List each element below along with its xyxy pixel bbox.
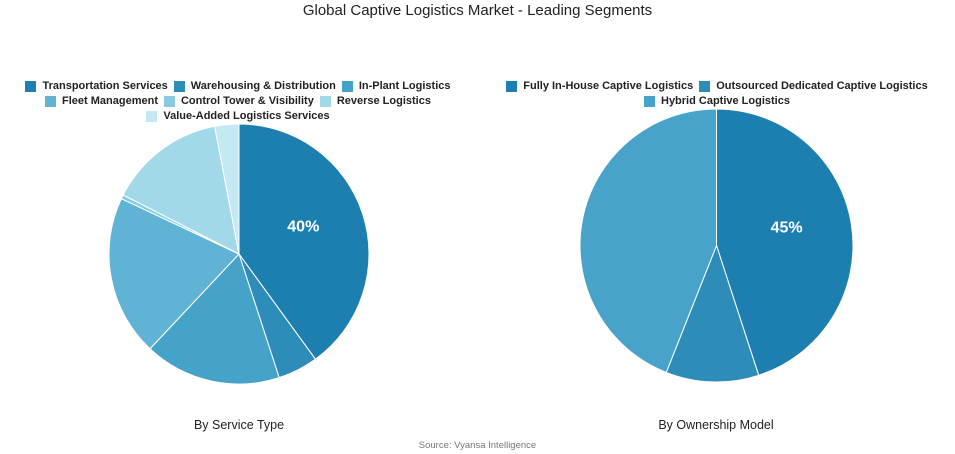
legend-swatch	[506, 81, 518, 92]
pie-slice-in-plant-logistics	[149, 253, 280, 385]
legend-label: Hybrid Captive Logistics	[661, 95, 790, 107]
legend-item-in-plant-logistics: In-Plant Logistics	[341, 80, 451, 93]
legend-item-control-tower-and-visibility: Control Tower & Visibility	[163, 95, 314, 108]
chart-title: Global Captive Logistics Market - Leadin…	[302, 2, 653, 19]
legend-swatch	[341, 81, 353, 92]
pie-slice-reverse-logistics	[122, 125, 240, 255]
legend-service-type: Transportation Services Warehousing & Dis…	[10, 80, 466, 123]
pie-slice-outsourced-dedicated-captive-logistics	[665, 244, 760, 383]
pie-chart-ownership-model: 45%	[579, 108, 854, 383]
subtitle-service-type: By Service Type	[193, 418, 285, 432]
legend-item-fleet-management: Fleet Management	[45, 95, 158, 108]
legend-swatch	[644, 96, 655, 107]
legend-item-reverse-logistics: Reverse Logistics	[319, 95, 431, 108]
pie-chart-service-type: 40%	[108, 123, 370, 385]
legend-swatch	[45, 96, 57, 107]
legend-item-hybrid-captive-logistics: Hybrid Captive Logistics	[644, 95, 790, 108]
legend-item-outsourced-dedicated-captive-logistics: Outsourced Dedicated Captive Logistics	[699, 80, 928, 93]
legend-swatch	[699, 81, 711, 92]
legend-item-value-added-logistics-services: Value-Added Logistics Services	[146, 110, 330, 123]
legend-label: Fleet Management	[62, 95, 158, 107]
legend-label: Outsourced Dedicated Captive Logistics	[716, 80, 928, 92]
pie-slice-value-added-logistics-services	[214, 123, 240, 255]
legend-label: Reverse Logistics	[336, 95, 431, 107]
pie-slice-transportation-services	[238, 123, 370, 360]
legend-label: Fully In-House Captive Logistics	[523, 80, 694, 92]
data-label-fully-in-house-captive-logistics: 45%	[771, 220, 803, 237]
legend-item-fully-in-house-captive-logistics: Fully In-House Captive Logistics	[506, 80, 693, 93]
legend-swatch	[173, 81, 185, 92]
legend-label: Warehousing & Distribution	[190, 80, 336, 92]
legend-label: In-Plant Logistics	[358, 80, 451, 92]
legend-label: Control Tower & Visibility	[180, 95, 314, 107]
legend-swatch	[25, 81, 37, 92]
pie-slice-fully-in-house-captive-logistics	[716, 108, 854, 376]
legend-label: Value-Added Logistics Services	[163, 110, 330, 122]
source-note: Source: Vyansa Intelligence	[418, 440, 537, 451]
legend-swatch	[146, 111, 158, 122]
legend-item-transportation-services: Transportation Services	[25, 80, 168, 93]
legend-swatch	[163, 96, 175, 107]
legend-ownership-model: Fully In-House Captive Logistics Outsourc…	[488, 80, 946, 108]
subtitle-ownership-model: By Ownership Model	[658, 418, 774, 432]
data-label-transportation-services: 40%	[287, 218, 319, 235]
pie-slice-fleet-management	[108, 197, 240, 350]
pie-slice-hybrid-captive-logistics	[579, 108, 717, 374]
legend-swatch	[319, 96, 331, 107]
legend-item-warehousing-and-distribution: Warehousing & Distribution	[173, 80, 336, 93]
legend-label: Transportation Services	[42, 80, 168, 92]
